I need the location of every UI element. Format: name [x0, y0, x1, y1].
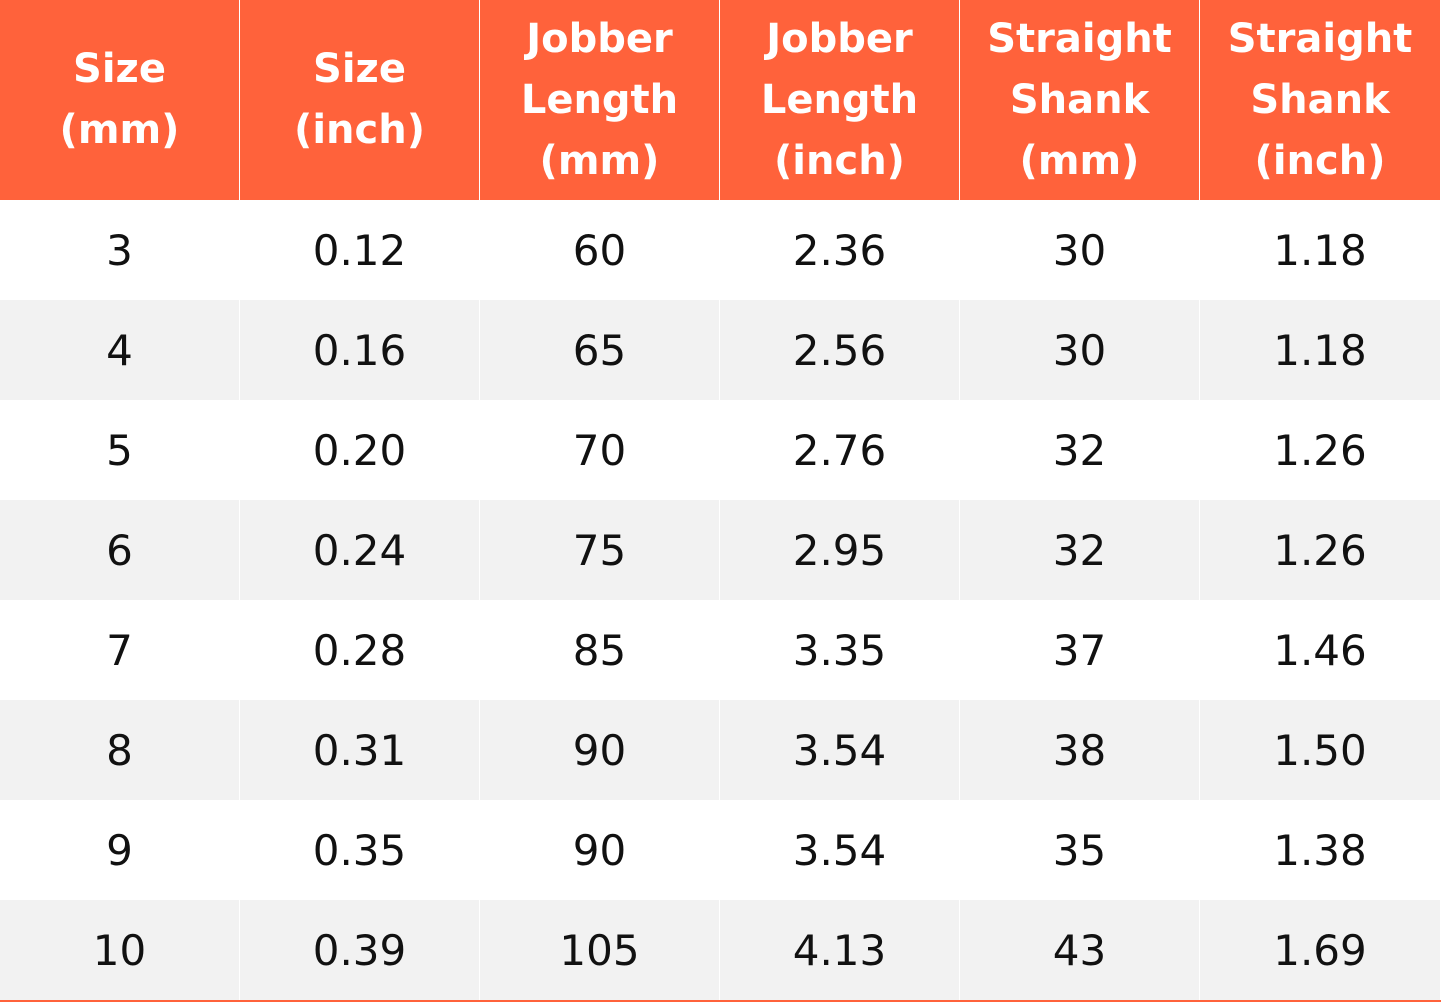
table-cell: 3.54	[720, 700, 960, 800]
table-cell: 4	[0, 300, 240, 400]
table-cell: 3.35	[720, 600, 960, 700]
header-cell: Size (inch)	[240, 0, 480, 200]
table-cell: 85	[480, 600, 720, 700]
table-cell: 0.31	[240, 700, 480, 800]
table-cell: 3	[0, 200, 240, 300]
table-cell: 0.35	[240, 800, 480, 900]
table-cell: 43	[960, 900, 1200, 1000]
table-cell: 7	[0, 600, 240, 700]
header-cell: Straight Shank (inch)	[1200, 0, 1441, 200]
table-cell: 1.18	[1200, 200, 1441, 300]
table-cell: 30	[960, 200, 1200, 300]
table-cell: 10	[0, 900, 240, 1000]
bottom-rule	[0, 1000, 1441, 1002]
table-cell: 38	[960, 700, 1200, 800]
table-cell: 3.54	[720, 800, 960, 900]
header-cell: Jobber Length (mm)	[480, 0, 720, 200]
table-cell: 105	[480, 900, 720, 1000]
table-cell: 32	[960, 500, 1200, 600]
table-cell: 1.18	[1200, 300, 1441, 400]
table-cell: 1.46	[1200, 600, 1441, 700]
table-cell: 0.24	[240, 500, 480, 600]
header-cell: Size (mm)	[0, 0, 240, 200]
table-cell: 2.95	[720, 500, 960, 600]
table-cell: 75	[480, 500, 720, 600]
header-cell: Straight Shank (mm)	[960, 0, 1200, 200]
table-cell: 32	[960, 400, 1200, 500]
table-cell: 1.38	[1200, 800, 1441, 900]
table-cell: 0.12	[240, 200, 480, 300]
table-cell: 1.69	[1200, 900, 1441, 1000]
table-cell: 70	[480, 400, 720, 500]
table-cell: 90	[480, 700, 720, 800]
table-cell: 0.28	[240, 600, 480, 700]
table-cell: 90	[480, 800, 720, 900]
table-cell: 2.76	[720, 400, 960, 500]
table-cell: 4.13	[720, 900, 960, 1000]
table-cell: 6	[0, 500, 240, 600]
table-cell: 5	[0, 400, 240, 500]
table-cell: 2.36	[720, 200, 960, 300]
header-cell: Jobber Length (inch)	[720, 0, 960, 200]
table-cell: 1.26	[1200, 500, 1441, 600]
table-cell: 2.56	[720, 300, 960, 400]
table-cell: 8	[0, 700, 240, 800]
table-cell: 0.16	[240, 300, 480, 400]
table-cell: 1.50	[1200, 700, 1441, 800]
table-cell: 0.39	[240, 900, 480, 1000]
table-cell: 0.20	[240, 400, 480, 500]
table-cell: 35	[960, 800, 1200, 900]
table-cell: 30	[960, 300, 1200, 400]
table-cell: 9	[0, 800, 240, 900]
table-cell: 60	[480, 200, 720, 300]
table-cell: 65	[480, 300, 720, 400]
table-cell: 37	[960, 600, 1200, 700]
table-cell: 1.26	[1200, 400, 1441, 500]
